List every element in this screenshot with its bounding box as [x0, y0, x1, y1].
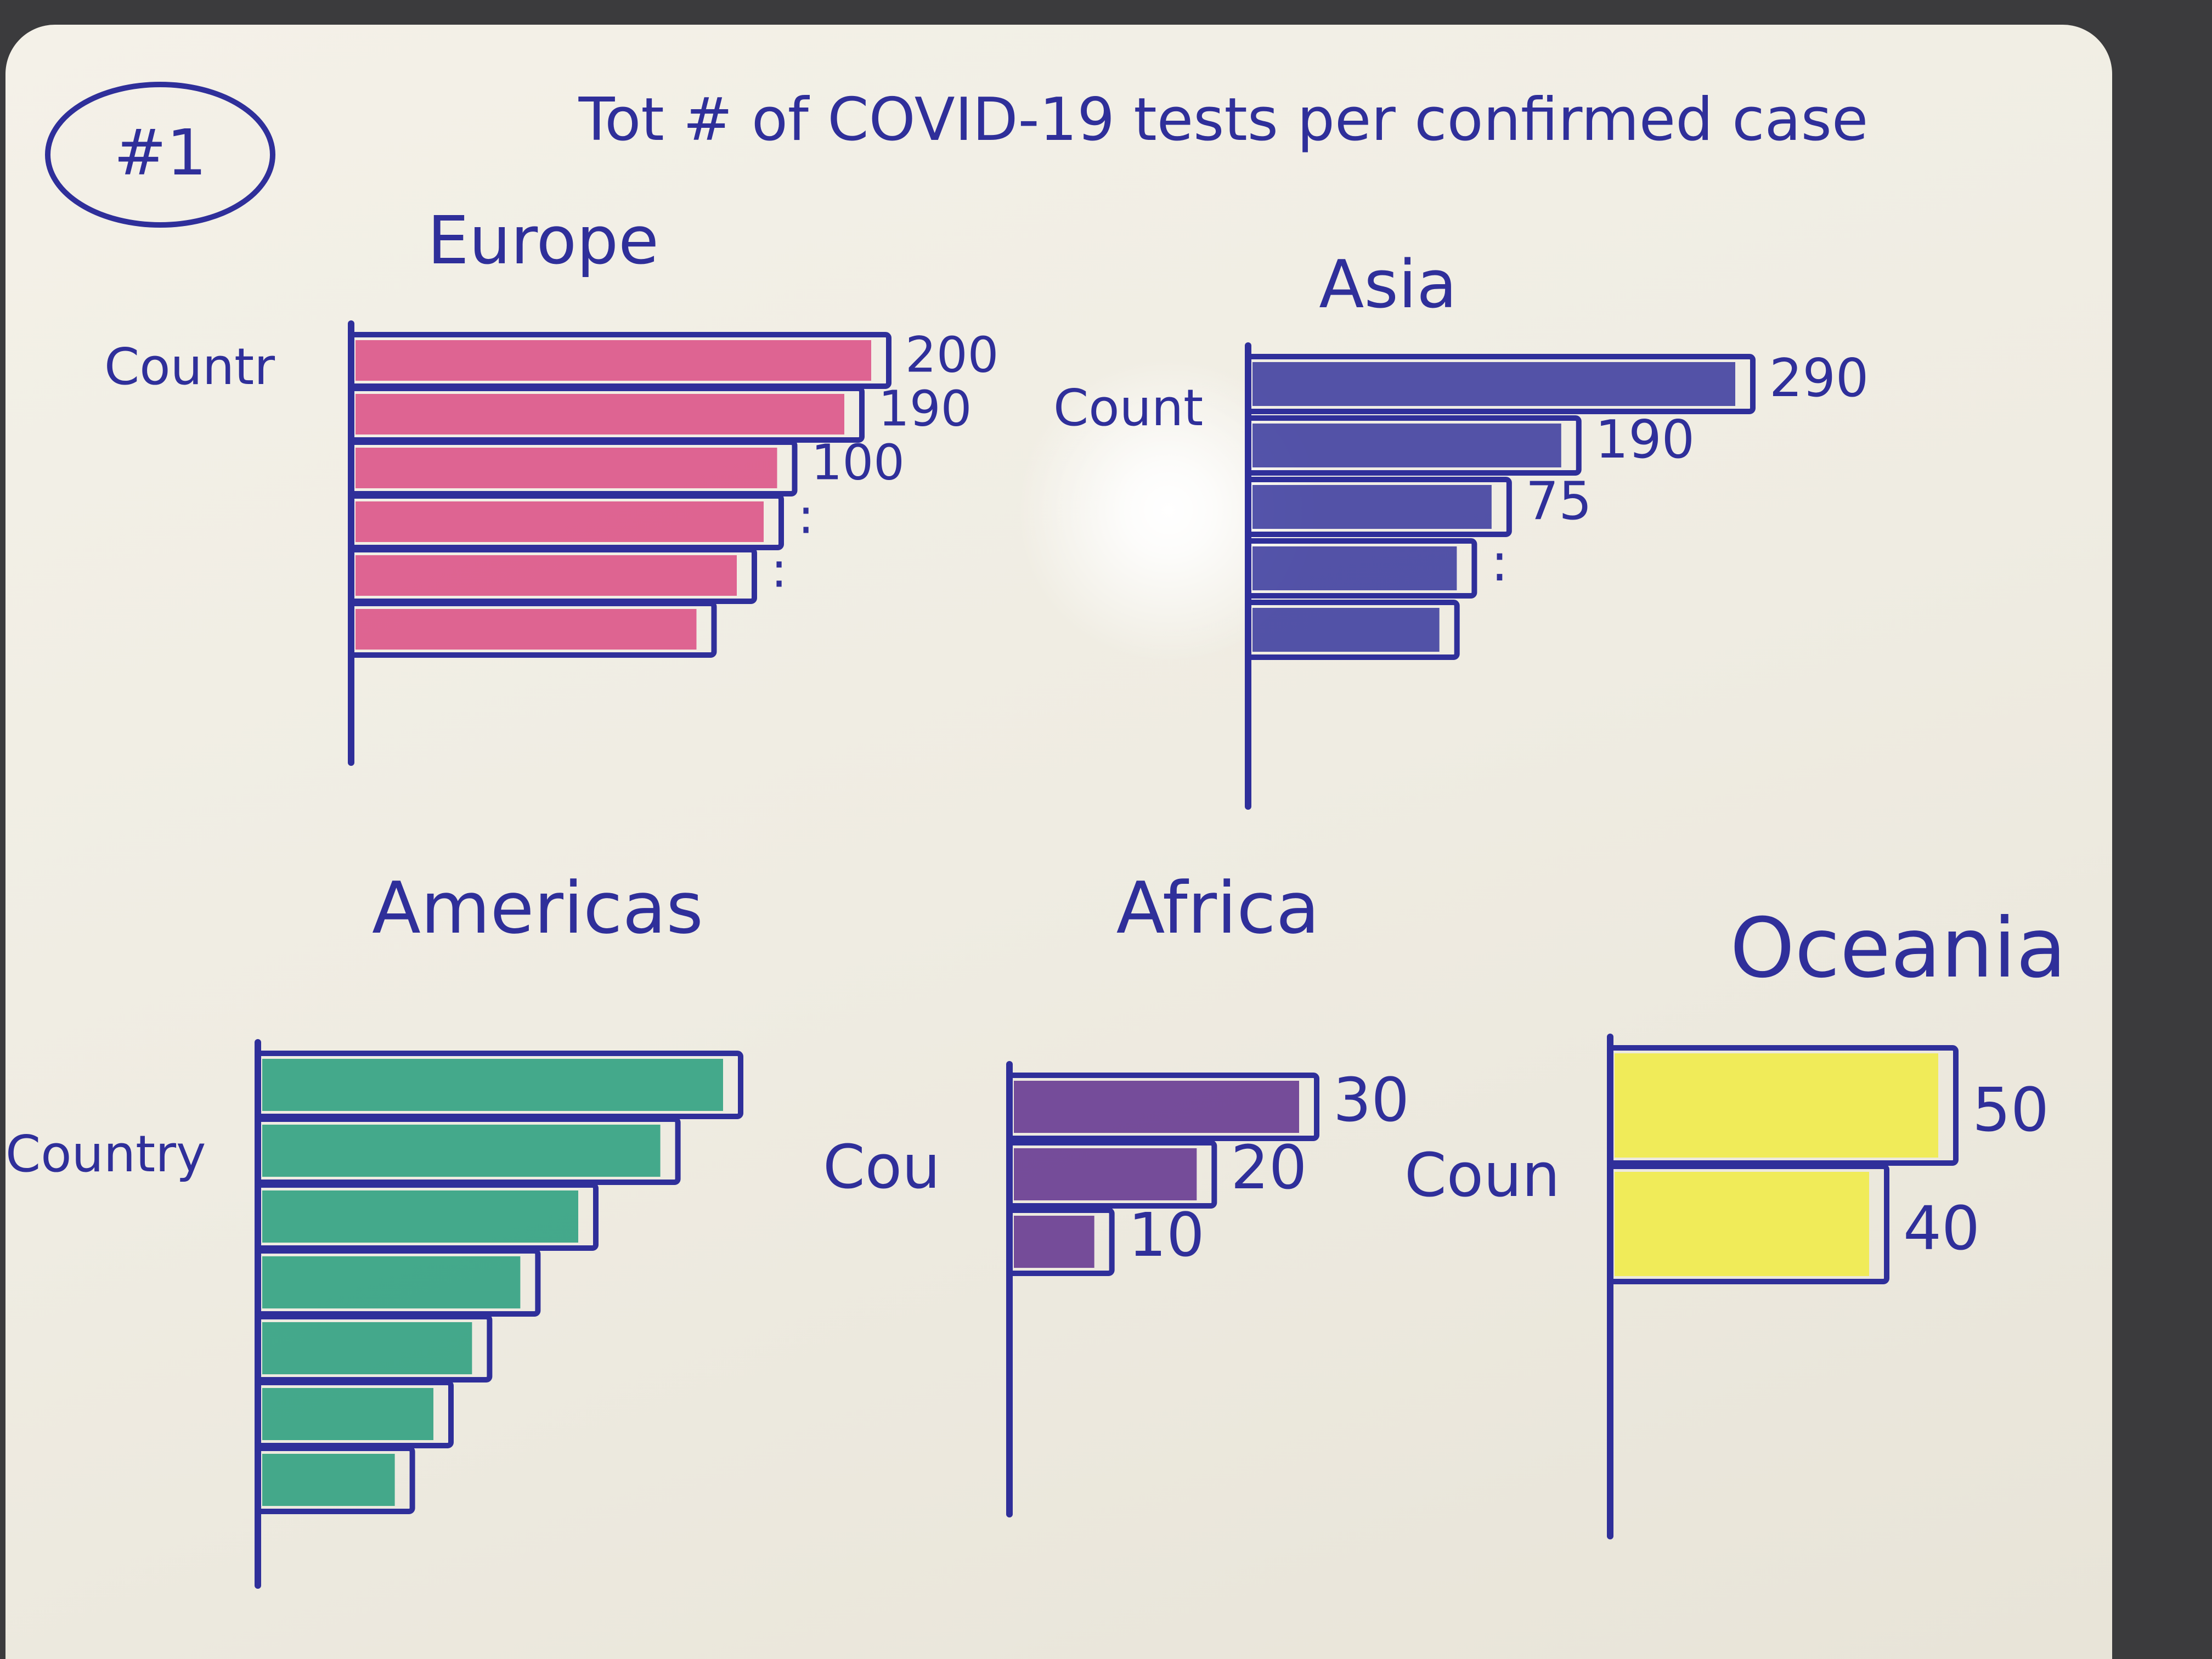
asia-bar-fill-3 — [1252, 485, 1492, 529]
americas-bar-fill-7 — [262, 1454, 395, 1506]
americas-bar-fill-4 — [262, 1256, 521, 1308]
europe-value-label-1: 200 — [905, 327, 998, 384]
europe-chart-title: Europe — [427, 203, 659, 279]
asia-value-label-3: 75 — [1526, 471, 1592, 532]
oceania-chart-title: Oceania — [1730, 901, 2066, 996]
asia-value-label-2: 190 — [1595, 410, 1695, 470]
europe-value-label-4: : — [798, 488, 814, 545]
africa-chart-title: Africa — [1116, 866, 1320, 950]
americas-bar-fill-5 — [262, 1322, 472, 1374]
africa-bar-fill-2 — [1014, 1148, 1197, 1200]
page-title: Tot # of COVID-19 tests per confirmed ca… — [578, 86, 1869, 154]
whiteboard — [5, 25, 2112, 1659]
asia-bar-2 — [1245, 415, 1582, 476]
europe-bar-6 — [348, 601, 717, 658]
europe-bar-fill-4 — [356, 501, 764, 542]
europe-bar-fill-5 — [356, 555, 737, 596]
badge-label: #1 — [114, 116, 207, 190]
americas-bar-fill-6 — [262, 1388, 433, 1440]
asia-bar-fill-4 — [1252, 546, 1457, 590]
oceania-value-label-1: 50 — [1972, 1075, 2049, 1145]
oceania-value-label-2: 40 — [1903, 1193, 1980, 1263]
asia-y-axis-label: Count — [1053, 379, 1203, 437]
europe-bar-fill-2 — [356, 394, 844, 435]
oceania-bar-1 — [1607, 1045, 1959, 1166]
americas-y-axis-label: Country — [5, 1125, 206, 1183]
chart-africa: Africa Cou 30 20 10 — [823, 866, 1409, 1517]
oceania-bar-fill-1 — [1615, 1053, 1938, 1158]
europe-bar-fill-6 — [356, 609, 697, 650]
africa-y-axis-label: Cou — [823, 1132, 940, 1202]
asia-bar-4 — [1245, 538, 1477, 599]
africa-bar-fill-3 — [1014, 1216, 1094, 1268]
americas-bar-7 — [255, 1446, 415, 1514]
chart-americas: Americas Country — [5, 866, 743, 1589]
europe-value-label-2: 190 — [878, 381, 972, 438]
africa-bar-fill-1 — [1014, 1081, 1299, 1133]
badge-circle — [45, 82, 275, 228]
africa-bar-2 — [1007, 1140, 1217, 1209]
americas-chart-title: Americas — [372, 866, 703, 950]
europe-bar-fill-1 — [356, 340, 871, 381]
chart-oceania: Oceania Coun 50 40 — [1404, 901, 2067, 1539]
oceania-bar-fill-2 — [1615, 1172, 1869, 1276]
asia-chart-title: Asia — [1319, 247, 1457, 323]
americas-bar-fill-2 — [262, 1125, 661, 1177]
asia-bar-fill-2 — [1252, 424, 1561, 467]
asia-value-label-1: 290 — [1769, 348, 1869, 409]
europe-y-axis-label: Countr — [104, 337, 275, 396]
asia-bar-3 — [1245, 477, 1512, 537]
europe-value-label-3: 100 — [811, 435, 905, 492]
europe-bar-fill-3 — [356, 448, 777, 488]
asia-bar-fill-5 — [1252, 608, 1440, 652]
asia-value-label-4: : — [1491, 533, 1508, 593]
asia-bar-1 — [1245, 354, 1756, 414]
asia-bar-5 — [1245, 600, 1460, 660]
europe-value-label-5: : — [771, 542, 787, 599]
africa-value-label-2: 20 — [1231, 1133, 1307, 1203]
header: #1 Tot # of COVID-19 tests per confirmed… — [45, 82, 1869, 228]
asia-bar-fill-1 — [1252, 362, 1735, 406]
africa-bar-1 — [1007, 1073, 1319, 1141]
africa-value-label-1: 30 — [1333, 1065, 1409, 1135]
oceania-y-axis-label: Coun — [1404, 1140, 1560, 1210]
americas-bar-fill-3 — [262, 1190, 578, 1243]
africa-bar-3 — [1007, 1207, 1115, 1276]
oceania-bar-2 — [1607, 1164, 1889, 1284]
americas-bar-fill-1 — [262, 1059, 723, 1111]
africa-value-label-3: 10 — [1128, 1200, 1205, 1270]
